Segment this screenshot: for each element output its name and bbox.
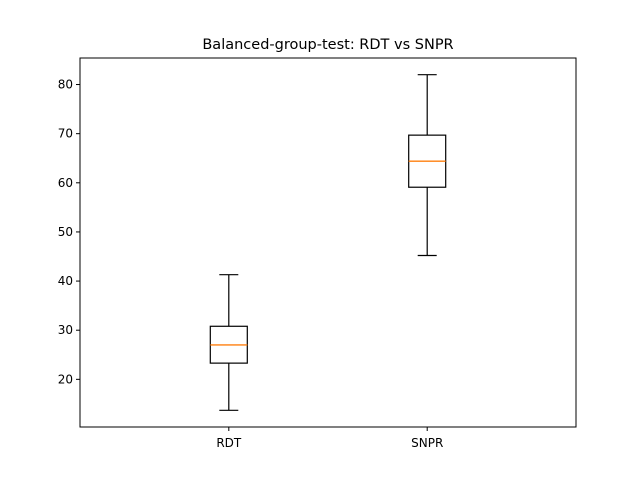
x-tick-label: RDT bbox=[216, 436, 242, 450]
x-tick-label: SNPR bbox=[411, 436, 443, 450]
y-tick-label: 50 bbox=[58, 225, 73, 239]
plot-area-frame bbox=[79, 57, 577, 428]
y-tick-label: 30 bbox=[58, 323, 73, 337]
box-series bbox=[209, 74, 447, 411]
y-tick-label: 70 bbox=[58, 127, 73, 141]
chart-title: Balanced-group-test: RDT vs SNPR bbox=[202, 37, 453, 53]
box-rdt bbox=[209, 274, 248, 411]
y-tick-label: 40 bbox=[58, 274, 73, 288]
box-snpr bbox=[408, 74, 447, 257]
y-axis: 20 30 40 50 60 70 80 bbox=[58, 78, 80, 386]
y-tick-label: 80 bbox=[58, 78, 73, 92]
y-tick-label: 60 bbox=[58, 176, 73, 190]
x-axis: RDT SNPR bbox=[216, 427, 443, 450]
y-tick-label: 20 bbox=[58, 372, 73, 386]
